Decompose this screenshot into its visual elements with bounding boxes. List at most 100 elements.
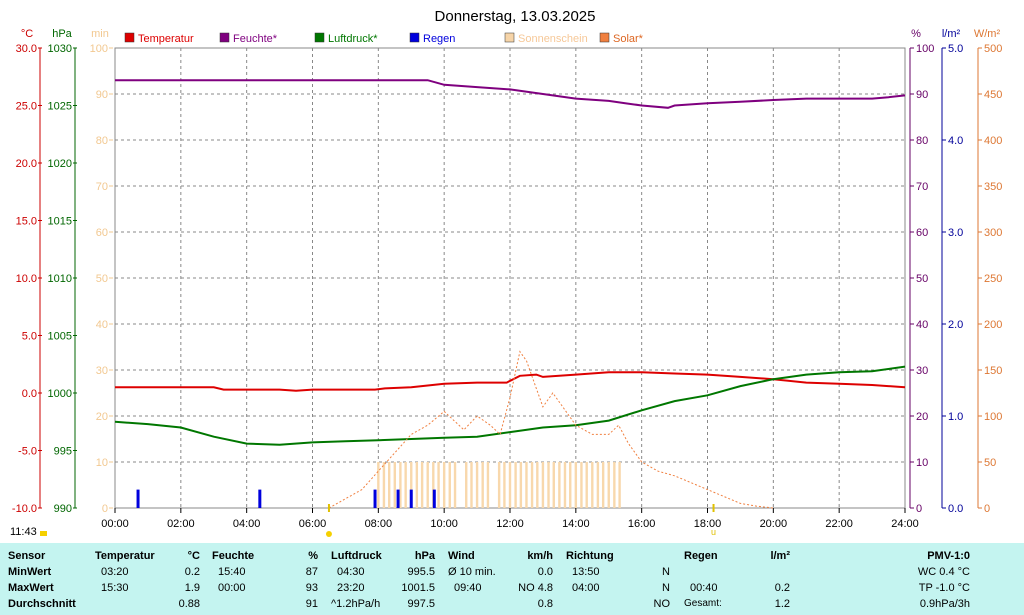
- x-axis: 00:00 02:00 04:00 06:00 08:00 10:00 12:00 14:00…: [101, 508, 919, 530]
- temp-tick-label: 10.0: [16, 273, 37, 285]
- humidity-tick-label: 40: [916, 319, 928, 331]
- rain-tick-label: 3.0: [948, 227, 963, 239]
- sun-icon: [40, 531, 47, 536]
- humidity-unit: %: [911, 28, 921, 40]
- clock-time: 11:43: [10, 526, 37, 538]
- sunshine-bar: [393, 462, 396, 508]
- sunshine-tick-label: 30: [96, 365, 108, 377]
- pressure-tick-label: 1000: [48, 388, 72, 400]
- solar-tick-label: 50: [984, 457, 996, 469]
- sunshine-bar: [547, 462, 550, 508]
- pmv-tp: TP -1.0 °C: [918, 582, 970, 594]
- sunshine-bar: [475, 462, 479, 508]
- temp-tick-label: 5.0: [22, 331, 37, 343]
- wind-avg10-value: 0.0: [537, 566, 553, 578]
- sunshine-bar: [503, 462, 506, 508]
- x-tick-label: 02:00: [167, 518, 195, 530]
- row-label-min: MinWert: [8, 566, 52, 578]
- rain-tick-label: 1.0: [948, 411, 963, 423]
- x-tick-label: 24:00: [891, 518, 919, 530]
- legend-label: Feuchte*: [233, 33, 278, 45]
- series-line-temperatur: [115, 371, 906, 392]
- series-line-feuchte: [115, 79, 906, 109]
- solar-tick-label: 100: [984, 411, 1002, 423]
- sunshine-bar: [569, 462, 572, 508]
- sunshine-bar: [442, 462, 446, 508]
- sunshine-tick-label: 90: [96, 89, 108, 101]
- x-tick-label: 16:00: [628, 518, 656, 530]
- x-tick-label: 06:00: [299, 518, 327, 530]
- sunshine-tick-label: 70: [96, 181, 108, 193]
- sunshine-tick-label: 50: [96, 273, 108, 285]
- chart-title: Donnerstag, 13.03.2025: [435, 8, 596, 25]
- sunshine-bar: [465, 462, 468, 508]
- solar-unit: W/m²: [974, 28, 1001, 40]
- richtung-min-time: 13:50: [572, 566, 600, 578]
- feuchte-min-time: 15:40: [218, 566, 246, 578]
- col-regen: Regen l/m² 00:40 0.2 Gesamt: 1.2: [684, 543, 790, 615]
- rain-tick-label: 4.0: [948, 135, 963, 147]
- sunshine-bar: [426, 462, 429, 508]
- sunshine-tick-label: 40: [96, 319, 108, 331]
- bars: [136, 462, 621, 508]
- sunshine-bar: [574, 462, 578, 508]
- sunshine-bar: [541, 462, 545, 508]
- sunshine-tick-label: 100: [90, 43, 108, 55]
- pressure-tick-label: 1025: [48, 101, 72, 113]
- sunshine-bar: [618, 462, 621, 508]
- sunshine-bar: [410, 462, 413, 508]
- pressure-tick-label: 990: [54, 503, 72, 515]
- col-feuchte: Feuchte % 15:40 87 00:00 93 91: [212, 543, 318, 615]
- rain-tick-label: 2.0: [948, 319, 963, 331]
- humidity-tick-label: 100: [916, 43, 934, 55]
- sunshine-bar: [497, 462, 501, 508]
- feuchte-unit: %: [308, 550, 318, 562]
- row-labels: Sensor MinWert MaxWert Durchschnitt: [8, 543, 88, 615]
- legend-label: Luftdruck*: [328, 33, 378, 45]
- left-axes: °C 30.0 25.0 20.0 15.0 10.0 5.0 0.0 -5.0 -10.0 hPa…: [12, 28, 113, 515]
- sunshine-bar: [377, 462, 380, 508]
- regen-unit: l/m²: [770, 550, 790, 562]
- rain-tick-label: 5.0: [948, 43, 963, 55]
- sunshine-bar: [420, 462, 424, 508]
- x-tick-label: 18:00: [694, 518, 722, 530]
- row-label-avg: Durchschnitt: [8, 598, 76, 610]
- pressure-tick-label: 1030: [48, 43, 72, 55]
- sunshine-bar: [432, 462, 435, 508]
- luftdruck-unit: hPa: [414, 550, 435, 562]
- humidity-tick-label: 10: [916, 457, 928, 469]
- solar-tick-label: 500: [984, 43, 1002, 55]
- temperatur-max-value: 1.9: [184, 582, 200, 594]
- luftdruck-max-value: 1001.5: [401, 582, 435, 594]
- series-line-luftdruck: [114, 365, 906, 446]
- temperatur-title: Temperatur: [95, 550, 155, 562]
- luftdruck-avg-value: 997.5: [407, 598, 435, 610]
- temperatur-min-value: 0.2: [184, 566, 200, 578]
- rain-bar: [136, 489, 140, 508]
- luftdruck-title: Luftdruck: [331, 550, 382, 562]
- statistics-table: Sensor MinWert MaxWert Durchschnitt Temp…: [0, 543, 1024, 615]
- sunshine-bar: [613, 462, 616, 508]
- sunshine-bar: [585, 462, 588, 508]
- legend-swatch: [124, 32, 135, 43]
- humidity-tick-label: 90: [916, 89, 928, 101]
- solar-tick-label: 450: [984, 89, 1002, 101]
- col-temperatur: Temperatur °C 03:20 0.2 15:30 1.9 0.88: [95, 543, 200, 615]
- col-pmv: PMV-1:0 WC 0.4 °C TP -1.0 °C 0.9hPa/3h: [880, 543, 970, 615]
- legend-swatch: [599, 32, 610, 43]
- legend-swatch: [314, 32, 325, 43]
- sunset-label: u: [711, 527, 716, 537]
- humidity-tick-label: 50: [916, 273, 928, 285]
- solar-tick-label: 250: [984, 273, 1002, 285]
- richtung-title: Richtung: [566, 550, 614, 562]
- feuchte-max-value: 93: [305, 582, 318, 594]
- feuchte-min-value: 87: [305, 566, 318, 578]
- rain-unit: l/m²: [942, 28, 961, 40]
- pressure-tick-label: 1005: [48, 331, 72, 343]
- temp-tick-label: 15.0: [16, 216, 37, 228]
- x-tick-label: 22:00: [825, 518, 853, 530]
- legend-label: Solar*: [613, 33, 644, 45]
- luftdruck-max-time: 23:20: [337, 582, 365, 594]
- temperatur-max-time: 15:30: [101, 582, 129, 594]
- markers: u: [325, 504, 716, 537]
